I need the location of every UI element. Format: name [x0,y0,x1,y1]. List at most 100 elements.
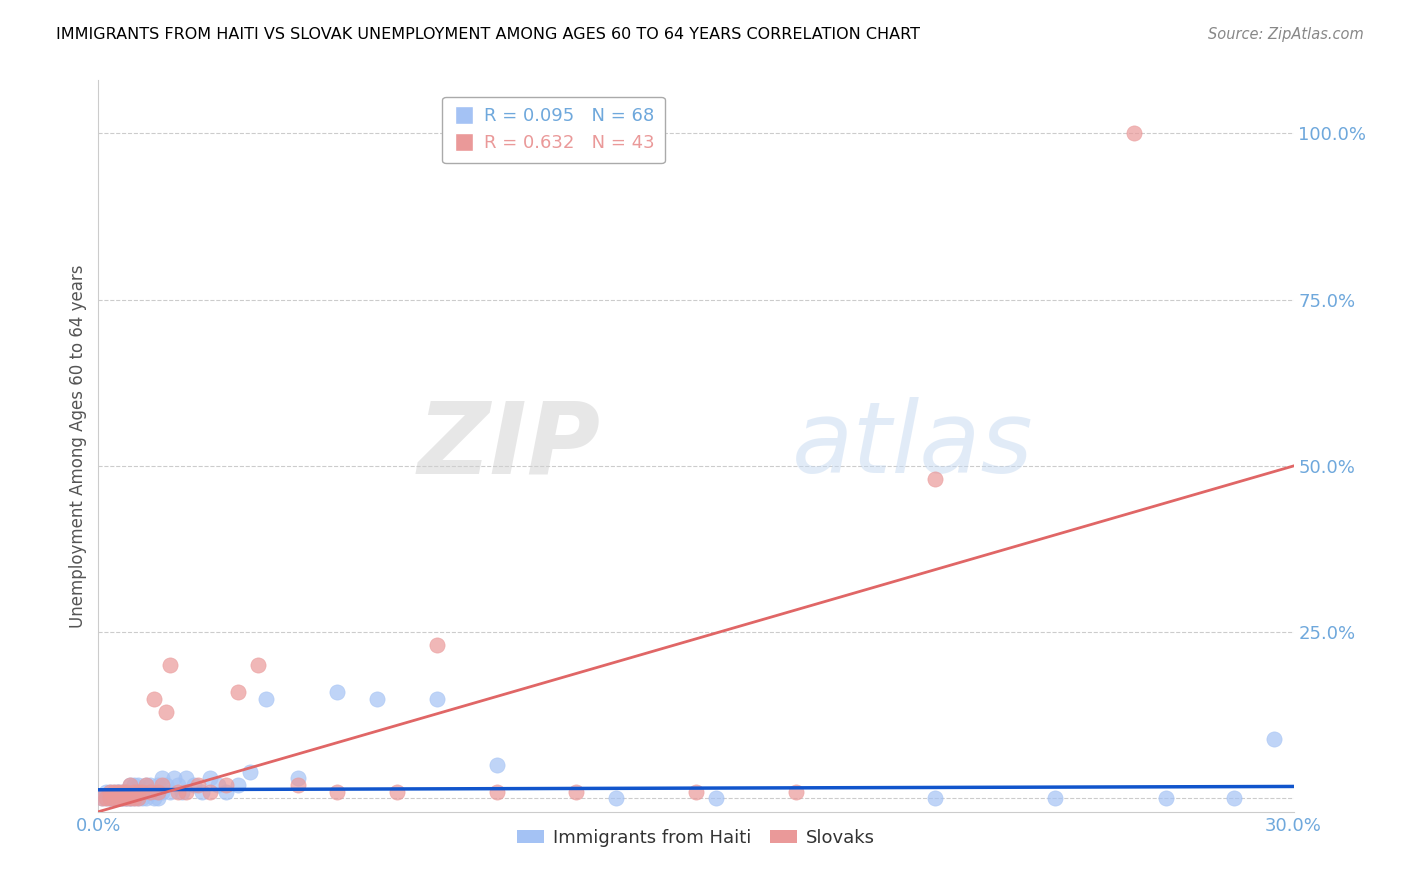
Point [120,785,142,799]
Point [120,778,142,792]
Point [103,791,125,805]
Point [131,785,153,799]
Point [103,791,125,805]
Point [426,639,449,653]
Point [143,785,166,799]
Point [287,772,309,786]
Point [96,791,118,805]
Point [111,785,134,799]
Point [924,791,946,805]
Point [167,785,190,799]
Text: Source: ZipAtlas.com: Source: ZipAtlas.com [1208,27,1364,42]
Point [326,785,349,799]
Point [148,785,170,799]
Point [124,791,146,805]
Point [96,785,118,799]
Point [103,791,125,805]
Point [96,791,118,805]
Point [148,791,170,805]
Point [115,791,138,805]
Point [246,658,269,673]
Point [226,685,249,699]
Point [107,785,129,799]
Point [187,778,209,792]
Point [150,778,173,792]
Point [485,785,508,799]
Point [139,778,162,792]
Point [159,785,181,799]
Point [135,778,157,792]
Point [124,791,146,805]
Point [150,772,173,786]
Point [127,778,149,792]
Point [139,785,162,799]
Point [107,791,129,805]
Point [124,785,146,799]
Point [107,791,129,805]
Point [120,791,142,805]
Point [115,785,138,799]
Point [385,785,409,799]
Point [124,785,146,799]
Point [1154,791,1177,805]
Point [1123,127,1146,141]
Point [143,791,166,805]
Point [135,778,157,792]
Point [120,778,142,792]
Point [115,785,138,799]
Point [127,785,149,799]
Point [366,691,388,706]
Point [107,791,129,805]
Point [174,772,197,786]
Point [91,791,114,805]
Point [183,778,205,792]
Point [1043,791,1066,805]
Point [254,691,277,706]
Point [98,785,122,799]
Point [131,791,153,805]
Point [127,791,149,805]
Point [107,785,129,799]
Point [98,791,122,805]
Text: atlas: atlas [792,398,1033,494]
Point [704,791,727,805]
Point [785,785,807,799]
Point [127,785,149,799]
Point [143,691,166,706]
Point [124,778,146,792]
Point [159,658,181,673]
Point [98,785,122,799]
Point [111,785,134,799]
Point [167,778,190,792]
Point [98,791,122,805]
Point [198,785,221,799]
Point [111,791,134,805]
Point [1263,731,1285,746]
Point [326,685,349,699]
Point [111,791,134,805]
Point [91,791,114,805]
Point [115,791,138,805]
Point [155,778,177,792]
Point [127,791,149,805]
Point [287,778,309,792]
Point [115,785,138,799]
Point [198,772,221,786]
Point [605,791,627,805]
Legend: Immigrants from Haiti, Slovaks: Immigrants from Haiti, Slovaks [510,822,882,854]
Point [226,778,249,792]
Point [239,764,262,779]
Point [174,785,197,799]
Point [485,758,508,772]
Point [426,691,449,706]
Point [191,785,214,799]
Point [150,785,173,799]
Point [107,785,129,799]
Text: IMMIGRANTS FROM HAITI VS SLOVAK UNEMPLOYMENT AMONG AGES 60 TO 64 YEARS CORRELATI: IMMIGRANTS FROM HAITI VS SLOVAK UNEMPLOY… [56,27,921,42]
Point [172,785,194,799]
Point [103,785,125,799]
Text: ZIP: ZIP [418,398,600,494]
Point [120,791,142,805]
Point [148,778,170,792]
Point [207,778,229,792]
